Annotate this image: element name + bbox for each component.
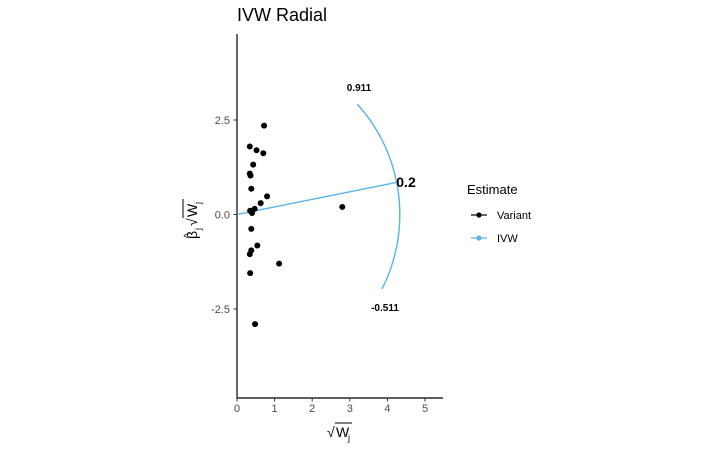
ivw-arc [356,103,401,290]
variant-point [276,260,283,267]
variant-point [248,185,255,192]
variant-point [257,200,264,207]
annotation-estimate: 0.2 [396,174,416,190]
y-axis-beta: β [184,231,200,239]
x-axis-sub: j [347,433,350,443]
x-tick-label: 4 [384,403,390,415]
x-tick-label: 0 [234,403,240,415]
x-tick-label: 3 [347,403,353,415]
y-axis-w: W [184,203,200,217]
legend-item-variant: Variant [471,210,531,222]
y-axis-title: ^ β j √ W j [182,199,203,239]
annotation-upper: 0.911 [347,83,372,94]
variant-point [264,193,271,200]
legend-label-ivw: IVW [497,233,518,245]
variant-point [254,242,261,249]
legend-title: Estimate [467,182,518,197]
variant-point [253,147,260,154]
y-tick-label: 2.5 [215,115,230,127]
y-tick-label: -2.5 [211,304,230,316]
chart-title: IVW Radial [237,5,327,25]
legend-item-ivw: IVW [471,233,518,245]
x-axis-sqrt-symbol: √ [327,424,335,440]
x-axis-title: √ W j [327,422,352,443]
x-tick-label: 2 [309,403,315,415]
annotation-lower: -0.511 [371,303,399,314]
y-axis-beta-sub: j [193,228,203,231]
variant-point [339,203,346,210]
variant-point [246,143,253,150]
legend-label-variant: Variant [497,210,531,222]
variant-point [260,150,267,157]
variant-point [247,270,254,277]
variant-point [252,321,259,328]
y-axis-w-sub: j [193,202,203,205]
y-tick-label: 0.0 [215,210,230,222]
variant-points [246,122,346,328]
variant-point [248,225,255,232]
legend: Estimate Variant IVW [467,182,531,245]
ivw-line [236,181,397,216]
variant-point [246,251,253,258]
y-axis-hat: ^ [183,233,194,238]
x-axis-main: W [336,424,350,440]
variant-point [261,122,268,129]
ivw-layer [236,103,401,290]
y-axis-sqrt-symbol: √ [184,218,200,226]
x-axis-ticks: 0 1 2 3 4 5 [234,398,428,415]
x-tick-label: 1 [272,403,278,415]
variant-point [250,161,257,168]
y-axis-ticks: -2.5 0.0 2.5 [211,115,237,316]
legend-variant-marker [476,212,482,218]
legend-ivw-marker [476,235,482,241]
variant-point [247,172,254,179]
variant-point [249,209,256,216]
x-tick-label: 5 [422,403,428,415]
